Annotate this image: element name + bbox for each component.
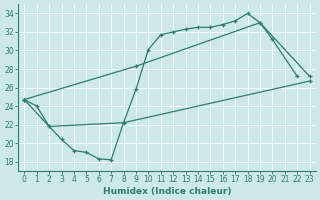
X-axis label: Humidex (Indice chaleur): Humidex (Indice chaleur)	[103, 187, 231, 196]
